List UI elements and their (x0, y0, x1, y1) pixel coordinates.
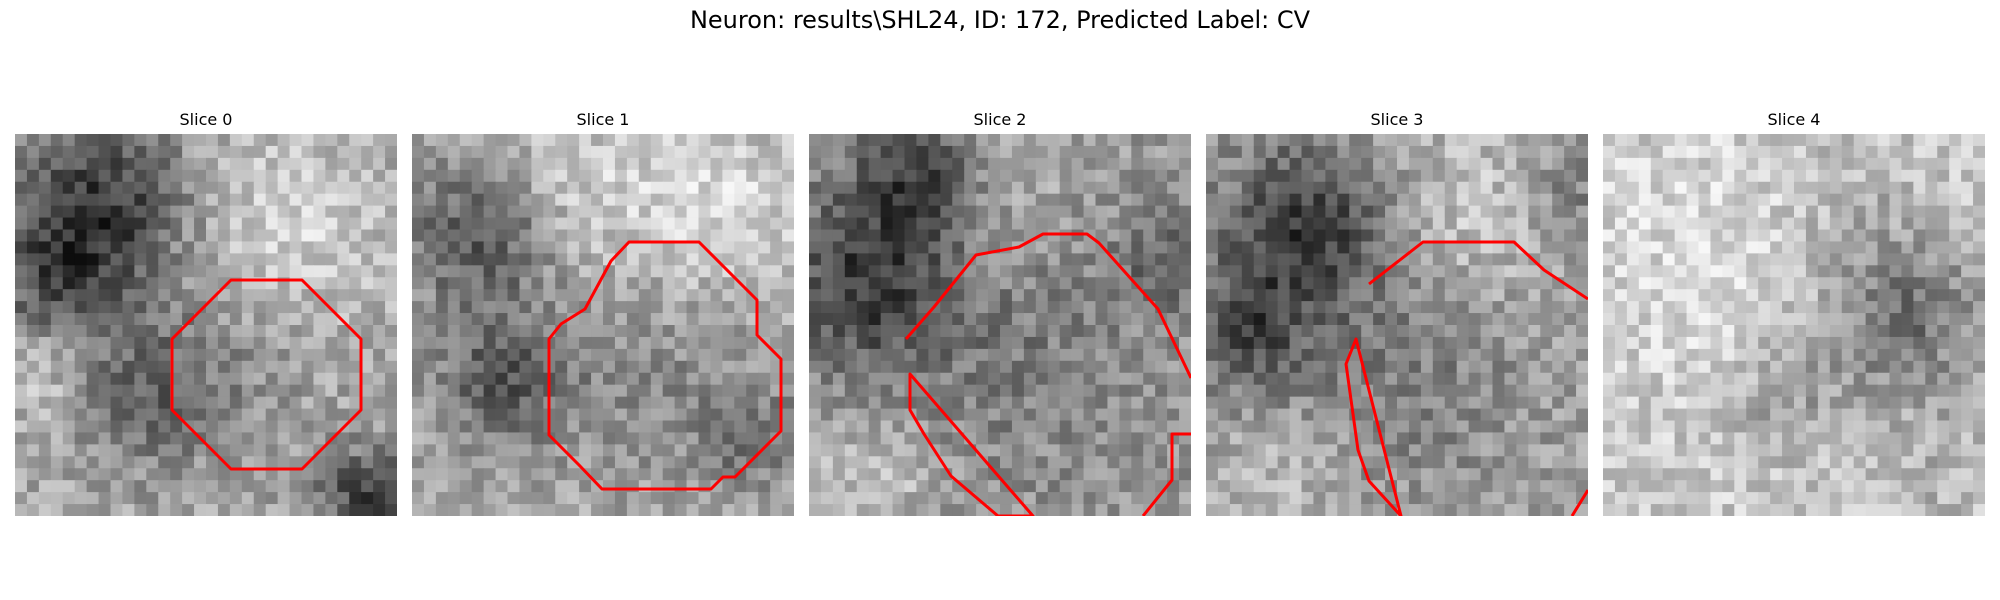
roi-contour-3 (1344, 240, 1588, 516)
slice-image-3 (1206, 134, 1588, 516)
slice-image-2 (809, 134, 1191, 516)
roi-contour-1 (547, 240, 783, 491)
slice-image-4 (1603, 134, 1985, 516)
slice-title-4: Slice 4 (1767, 110, 1821, 129)
slice-image-0 (15, 134, 397, 516)
roi-contour-2 (904, 232, 1191, 516)
slice-panel-1: Slice 1 (412, 108, 794, 516)
slice-title-3: Slice 3 (1370, 110, 1424, 129)
slice-title-1: Slice 1 (576, 110, 630, 129)
slice-panel-0: Slice 0 (15, 108, 397, 516)
slice-panel-3: Slice 3 (1206, 108, 1588, 516)
roi-contour-0 (170, 278, 363, 471)
slice-panel-4: Slice 4 (1603, 108, 1985, 516)
slice-title-0: Slice 0 (179, 110, 233, 129)
slice-panel-2: Slice 2 (809, 108, 1191, 516)
figure-title: Neuron: results\SHL24, ID: 172, Predicte… (689, 6, 1311, 34)
slice-image-1 (412, 134, 794, 516)
slice-title-2: Slice 2 (973, 110, 1027, 129)
